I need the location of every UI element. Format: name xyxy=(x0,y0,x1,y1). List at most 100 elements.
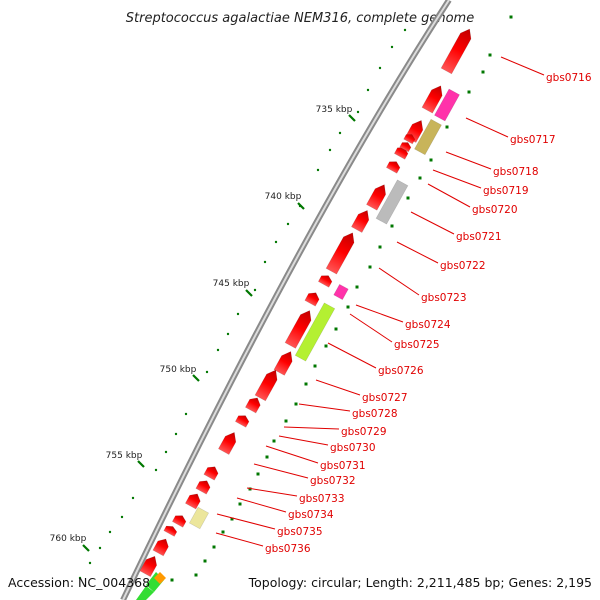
tick-mark xyxy=(355,285,359,289)
kbp-label: 750 kbp xyxy=(160,365,197,375)
scale-dot xyxy=(108,530,112,534)
leader-line xyxy=(315,379,361,396)
gene-label-gbs0725[interactable]: gbs0725 xyxy=(394,339,440,351)
kbp-tick xyxy=(192,374,200,382)
annotated-feature xyxy=(414,118,442,156)
cds-arrow xyxy=(163,525,178,537)
tick-mark xyxy=(212,545,216,549)
gene-label-gbs0732[interactable]: gbs0732 xyxy=(310,475,356,487)
leader-line xyxy=(246,487,298,497)
tick-mark xyxy=(203,559,207,563)
scale-dot xyxy=(274,240,278,244)
cds-arrow xyxy=(351,209,370,233)
kbp-label: 755 kbp xyxy=(106,451,143,461)
cds-arrow xyxy=(254,369,278,402)
tick-mark xyxy=(324,344,328,348)
gene-label-gbs0728[interactable]: gbs0728 xyxy=(352,408,398,420)
kbp-tick xyxy=(82,544,90,552)
position-ticks xyxy=(78,15,513,582)
kbp-label: 740 kbp xyxy=(265,192,302,202)
tick-mark xyxy=(248,487,252,491)
scale-dot xyxy=(286,222,290,226)
cds-arrow xyxy=(171,515,187,528)
scale-dot xyxy=(263,260,267,264)
scale-dot xyxy=(205,370,209,374)
gene-label-gbs0736[interactable]: gbs0736 xyxy=(265,543,311,555)
gene-label-gbs0729[interactable]: gbs0729 xyxy=(341,426,387,438)
tick-mark xyxy=(406,196,410,200)
topology-text: Topology: circular; Length: 2,211,485 bp… xyxy=(248,575,592,590)
scale-dot xyxy=(378,66,382,70)
gene-label-gbs0724[interactable]: gbs0724 xyxy=(405,319,451,331)
leader-line xyxy=(327,342,377,369)
scale-dot xyxy=(154,468,158,472)
cds-arrow xyxy=(139,555,158,578)
leader-line xyxy=(283,426,340,430)
kbp-tick xyxy=(348,114,356,122)
scale-dot xyxy=(131,496,135,500)
cds-arrow xyxy=(385,161,401,174)
tick-mark xyxy=(429,158,433,162)
cds-arrow xyxy=(440,28,472,75)
gene-label-gbs0735[interactable]: gbs0735 xyxy=(277,526,323,538)
orange-feature xyxy=(154,572,166,584)
scale-dot xyxy=(390,45,394,49)
annotated-feature xyxy=(434,88,460,122)
gene-label-gbs0733[interactable]: gbs0733 xyxy=(299,493,345,505)
tick-mark xyxy=(272,439,276,443)
leader-line xyxy=(253,463,309,479)
gene-labels: gbs0716 gbs0717 gbs0718 gbs0719 gbs0720 gbs07… xyxy=(265,72,592,555)
scale-dot xyxy=(236,312,240,316)
leader-line xyxy=(465,117,509,138)
gene-label-gbs0721[interactable]: gbs0721 xyxy=(456,231,502,243)
scale-dot xyxy=(316,168,320,172)
scale-dot xyxy=(403,28,407,32)
leader-line xyxy=(427,183,471,208)
kbp-tick xyxy=(245,289,253,297)
cds-arrow xyxy=(184,493,201,510)
gene-label-gbs0730[interactable]: gbs0730 xyxy=(330,442,376,454)
tick-mark xyxy=(265,455,269,459)
gene-label-gbs0716[interactable]: gbs0716 xyxy=(546,72,592,84)
scale-dot xyxy=(328,148,332,152)
tick-mark xyxy=(221,530,225,534)
leader-line xyxy=(410,211,455,235)
tick-mark xyxy=(390,224,394,228)
gene-label-gbs0718[interactable]: gbs0718 xyxy=(493,166,539,178)
gene-label-gbs0723[interactable]: gbs0723 xyxy=(421,292,467,304)
cds-arrow xyxy=(284,310,312,349)
gene-label-gbs0717[interactable]: gbs0717 xyxy=(510,134,556,146)
scale-dot xyxy=(78,576,82,580)
cds-arrow xyxy=(421,85,443,114)
gene-label-gbs0722[interactable]: gbs0722 xyxy=(440,260,486,272)
cds-arrow xyxy=(403,134,416,145)
cds-arrow xyxy=(218,431,237,455)
leader-line xyxy=(265,445,319,464)
tick-mark xyxy=(294,402,298,406)
cds-arrow xyxy=(244,397,261,414)
tick-mark xyxy=(445,125,449,129)
genome-backbone-highlight xyxy=(122,0,450,600)
gene-label-gbs0734[interactable]: gbs0734 xyxy=(288,509,334,521)
genome-backbone xyxy=(120,0,452,600)
gene-label-gbs0719[interactable]: gbs0719 xyxy=(483,185,529,197)
gene-label-gbs0731[interactable]: gbs0731 xyxy=(320,460,366,472)
green-feature xyxy=(136,586,154,600)
tick-mark xyxy=(346,305,350,309)
tick-mark xyxy=(418,176,422,180)
gene-label-gbs0726[interactable]: gbs0726 xyxy=(378,365,424,377)
tick-mark xyxy=(509,15,513,19)
leader-line xyxy=(355,304,404,323)
kbp-tick xyxy=(297,202,305,210)
leader-line xyxy=(215,532,264,547)
scale-dot xyxy=(184,412,188,416)
kbp-label: 745 kbp xyxy=(213,279,250,289)
scale-dot xyxy=(226,332,230,336)
tick-mark xyxy=(334,327,338,331)
gene-label-gbs0720[interactable]: gbs0720 xyxy=(472,204,518,216)
scale-dot xyxy=(366,88,370,92)
cds-arrow xyxy=(325,232,355,275)
gene-label-gbs0727[interactable]: gbs0727 xyxy=(362,392,408,404)
tick-mark xyxy=(313,364,317,368)
